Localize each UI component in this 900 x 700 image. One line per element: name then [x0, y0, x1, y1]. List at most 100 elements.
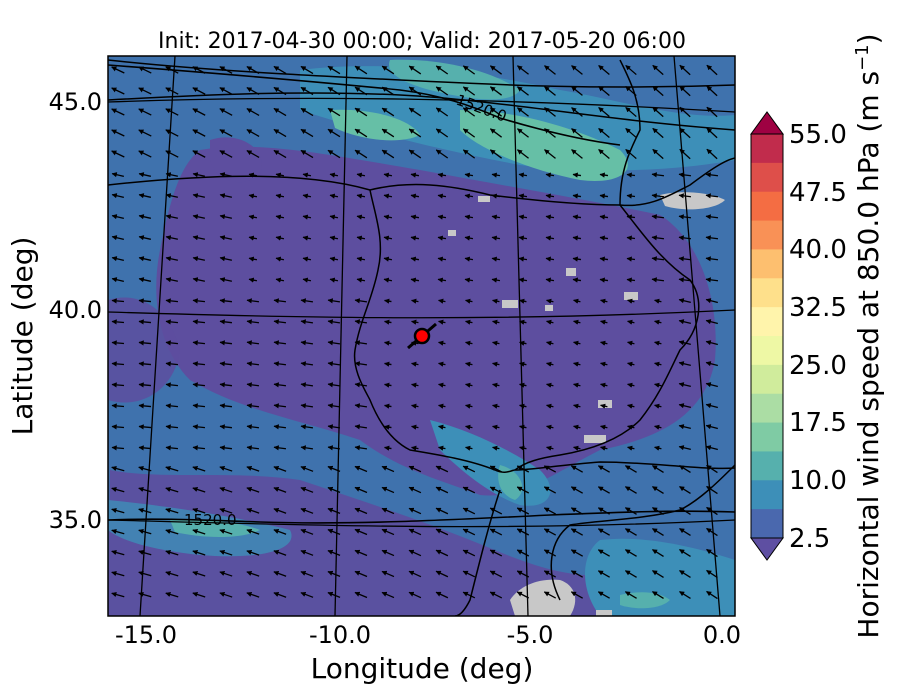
wind-vector	[544, 65, 556, 75]
wind-vector	[192, 486, 206, 493]
colorbar-tick-label: 47.5	[789, 178, 847, 208]
wind-vector	[138, 193, 151, 199]
wind-vector	[300, 65, 314, 75]
wind-vector	[652, 465, 664, 473]
wind-vector	[570, 549, 583, 557]
wind-vector	[624, 465, 637, 473]
wind-vector	[435, 65, 449, 75]
wind-vector	[625, 148, 637, 160]
wind-vector	[599, 235, 609, 241]
wind-vector	[300, 382, 314, 388]
wind-vector	[652, 591, 664, 599]
wind-vector	[516, 549, 530, 557]
wind-vector	[408, 507, 422, 515]
location-marker	[407, 322, 437, 350]
wind-vector	[627, 382, 635, 388]
wind-vector	[327, 486, 341, 494]
wind-vector	[571, 65, 583, 75]
wind-vector	[678, 256, 692, 262]
wind-vector	[165, 445, 179, 451]
wind-vector	[273, 424, 287, 430]
wind-vector	[626, 172, 636, 178]
wind-vector	[651, 235, 665, 241]
wind-vector	[111, 108, 125, 116]
wind-vector	[462, 528, 476, 536]
wind-vector	[275, 214, 285, 220]
wind-vector	[651, 214, 665, 220]
wind-vector	[354, 319, 368, 325]
wind-vector	[571, 128, 583, 138]
wind-vector	[300, 424, 314, 430]
wind-vector	[706, 106, 718, 118]
wind-vector	[165, 298, 179, 304]
colorbar-label: Horizontal wind speed at 850.0 hPa (m s−…	[852, 33, 886, 638]
wind-vector	[597, 465, 610, 473]
wind-vector	[518, 277, 528, 283]
wind-vector	[543, 486, 557, 494]
wind-vector	[138, 424, 152, 430]
wind-vector	[573, 424, 581, 430]
wind-vector	[327, 591, 341, 599]
x-axis-label: Longitude (deg)	[311, 652, 534, 685]
wind-vector	[219, 298, 233, 304]
wind-vector	[219, 591, 233, 598]
wind-vector	[573, 445, 581, 451]
wind-vector	[246, 66, 260, 74]
wind-vector	[111, 550, 125, 556]
wind-vector	[327, 465, 341, 473]
wind-vector	[219, 235, 233, 241]
wind-vector	[384, 319, 392, 325]
wind-vector	[300, 340, 314, 346]
wind-vector	[408, 570, 422, 578]
wind-vector	[248, 214, 258, 220]
wind-vector	[273, 403, 287, 409]
wind-vector	[679, 148, 691, 160]
wind-vector	[492, 403, 500, 409]
wind-vector	[438, 445, 446, 451]
wind-vector	[705, 424, 718, 430]
wind-vector	[219, 172, 233, 178]
colorbar: 55.0 47.5 40.0 32.5 25.0 17.5 10.0 2.5 H…	[750, 33, 886, 639]
wind-vector	[705, 235, 719, 241]
wind-vector	[246, 150, 260, 158]
wind-vector	[627, 340, 635, 346]
wind-vector	[219, 150, 233, 158]
wind-vector	[516, 528, 530, 536]
wind-vector	[489, 128, 503, 138]
wind-vector	[652, 85, 664, 97]
wind-vector	[410, 235, 420, 241]
wind-vector	[356, 214, 366, 220]
wind-vector	[111, 319, 125, 325]
wind-vector	[138, 528, 152, 535]
wind-vector	[438, 319, 446, 325]
wind-vector	[435, 107, 449, 117]
wind-vector	[706, 506, 718, 516]
wind-vector	[302, 235, 312, 241]
wind-vector	[545, 193, 555, 199]
wind-vector	[111, 571, 125, 577]
wind-vector	[327, 403, 341, 409]
wind-vector	[192, 340, 206, 346]
wind-vector	[111, 487, 125, 493]
wind-vector	[408, 107, 422, 117]
wind-vector	[678, 277, 692, 283]
wind-vector	[138, 507, 152, 514]
wind-vector	[327, 86, 341, 96]
wind-vector	[543, 528, 557, 536]
colorbar-tick-label: 25.0	[789, 351, 847, 381]
wind-vector	[654, 403, 662, 409]
wind-vector	[516, 465, 530, 473]
wind-vector	[678, 445, 691, 451]
wind-vector	[573, 298, 581, 304]
wind-vector	[246, 507, 260, 514]
wind-vector	[573, 361, 581, 367]
wind-vector	[545, 214, 555, 220]
wind-vector	[138, 403, 152, 409]
strong-wind-region	[330, 109, 420, 141]
wind-vector	[706, 127, 718, 139]
wind-vector	[491, 172, 501, 178]
low-wind-region	[108, 297, 180, 403]
x-axis: -15.0 -10.0 -5.0 0.0 Longitude (deg)	[115, 621, 741, 685]
wind-vector	[411, 298, 419, 304]
wind-vector	[545, 172, 555, 178]
